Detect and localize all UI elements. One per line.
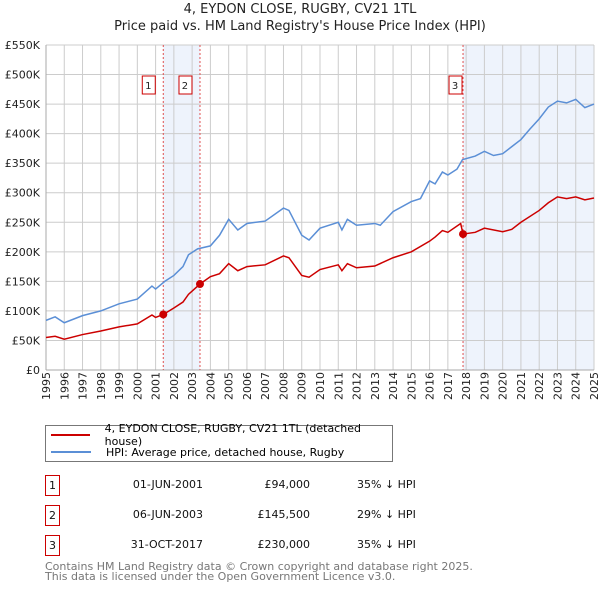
x-tick-label: 2007 [259,372,272,400]
sale-hpi-diff: 35% ↓ HPI [357,478,416,491]
chart-subtitle: Price paid vs. HM Land Registry's House … [114,19,486,34]
sale-date: 01-JUN-2001 [132,478,203,491]
y-tick-label: £100K [5,305,41,318]
sale-label: 3 [452,81,458,92]
x-tick-label: 2009 [296,372,309,400]
sale-marker-label: 2 [45,505,60,526]
x-tick-label: 2021 [515,372,528,400]
x-tick-label: 2018 [460,372,473,400]
x-tick-label: 1997 [77,372,90,400]
x-tick-label: 2023 [551,372,564,400]
sale-marker-label: 3 [45,535,60,556]
sale-hpi-diff: 35% ↓ HPI [357,538,416,551]
sale-date: 06-JUN-2003 [132,508,203,521]
sale-hpi-diff: 29% ↓ HPI [357,508,416,521]
sale-date: 31-OCT-2017 [130,538,203,551]
chart-title: 4, EYDON CLOSE, RUGBY, CV21 1TL [183,2,417,17]
x-tick-label: 2017 [442,372,455,400]
y-tick-label: £350K [5,157,41,170]
sale-point [459,230,468,239]
red-line-swatch [51,434,90,436]
x-tick-label: 1998 [95,372,108,400]
x-tick-label: 2016 [424,372,437,400]
y-tick-label: £550K [5,39,41,52]
sale-price: £94,000 [264,478,311,491]
sale-point [195,280,204,289]
price-chart: 1995 1996 1997 1998 1999 2000 2001 2002 2003 2004… [5,39,600,400]
x-tick-label: 2011 [332,372,345,400]
x-tick-label: 2015 [405,372,418,400]
x-tick-label: 2006 [241,372,254,400]
x-tick-label: 2003 [186,372,199,400]
y-tick-label: £200K [5,246,41,259]
sale-point [159,310,168,319]
x-tick-label: 2001 [150,372,163,400]
x-tick-label: 1999 [113,372,126,400]
sale-row-3: 3 31-OCT-2017 £230,000 35% ↓ HPI [45,535,445,556]
y-tick-label: £300K [5,187,41,200]
sale-label-box [178,75,193,95]
y-tick-label: £50K [12,334,41,347]
sale-row-1: 1 01-JUN-2001 £94,000 35% ↓ HPI [45,475,445,496]
sale-label-box [448,75,463,95]
footer-licence: This data is licensed under the Open Gov… [45,570,396,583]
hpi-line [45,98,595,324]
property-price-line [45,196,595,341]
shaded-region [463,45,594,370]
sale-price: £145,500 [257,508,311,521]
x-tick-label: 2020 [497,372,510,400]
x-tick-label: 2014 [387,372,400,400]
x-tick-label: 1995 [40,372,53,400]
x-tick-label: 2025 [588,372,600,400]
legend-label: 4, EYDON CLOSE, RUGBY, CV21 1TL (detache… [104,422,361,448]
y-tick-label: £0 [26,364,40,377]
legend-item-hpi: HPI: Average price, detached house, Rugb… [46,444,344,460]
x-tick-label: 2008 [277,372,290,400]
sale-label: 1 [145,81,151,92]
x-tick-label: 2013 [369,372,382,400]
x-tick-label: 2019 [478,372,491,400]
x-tick-label: 2005 [223,372,236,400]
y-tick-label: £500K [5,69,41,82]
legend: 4, EYDON CLOSE, RUGBY, CV21 1TL (detache… [45,422,393,462]
shaded-region [163,45,200,370]
sale-label-box [141,75,156,95]
sale-label: 2 [182,81,188,92]
footer-copyright: Contains HM Land Registry data © Crown c… [45,560,473,573]
blue-line-swatch [51,451,91,453]
sale-row-2: 2 06-JUN-2003 £145,500 29% ↓ HPI [45,505,445,526]
y-tick-label: £250K [5,216,41,229]
x-tick-label: 2002 [168,372,181,400]
sale-marker-label: 1 [45,475,60,496]
x-tick-label: 2012 [351,372,364,400]
sale-price: £230,000 [257,538,311,551]
x-tick-label: 2004 [204,372,217,400]
x-tick-label: 1996 [58,372,71,400]
legend-label: HPI: Average price, detached house, Rugb… [106,445,345,459]
x-tick-label: 2024 [570,372,583,400]
x-tick-label: 2000 [131,372,144,400]
y-tick-label: £400K [5,128,41,141]
x-tick-label: 2022 [533,372,546,400]
x-tick-label: 2010 [314,372,327,400]
y-tick-label: £450K [5,98,41,111]
legend-item-property: 4, EYDON CLOSE, RUGBY, CV21 1TL (detache… [46,422,392,448]
y-tick-label: £150K [5,275,41,288]
